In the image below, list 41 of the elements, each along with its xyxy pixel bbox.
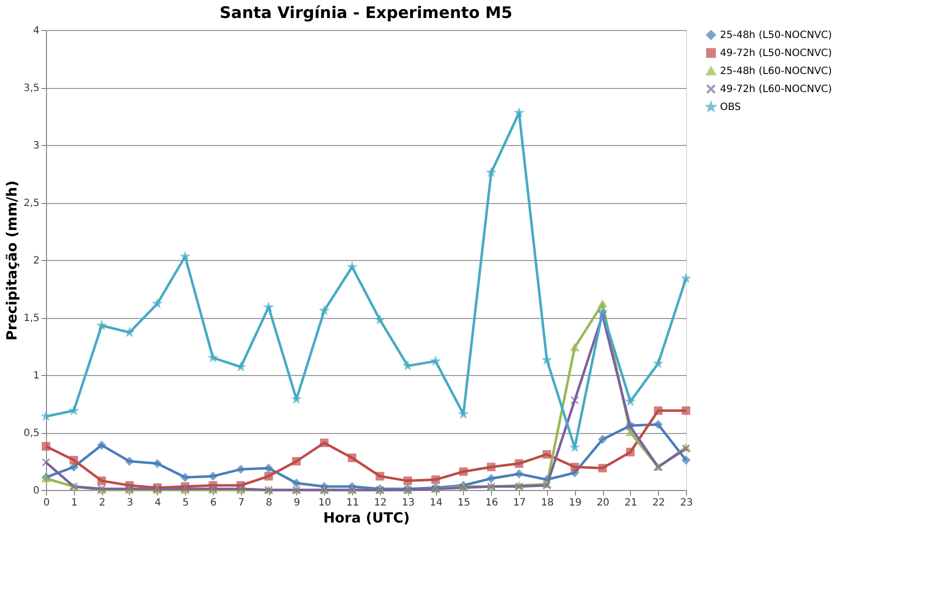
legend-label: OBS bbox=[720, 102, 741, 113]
x-tick-label: 8 bbox=[266, 498, 272, 508]
y-tick-label: 2 bbox=[33, 256, 40, 266]
x-tick-label: 15 bbox=[458, 498, 470, 508]
x-tick-label: 21 bbox=[624, 498, 638, 508]
y-tick-label: 2,5 bbox=[24, 198, 40, 209]
x-tick-label: 19 bbox=[568, 498, 582, 508]
x-tick-label: 2 bbox=[98, 498, 106, 508]
y-tick-label: 0 bbox=[33, 486, 40, 496]
legend-label: 49-72h (L60-NOCNVC) bbox=[720, 84, 832, 95]
x-tick-label: 12 bbox=[374, 498, 387, 508]
x-tick-label: 7 bbox=[238, 498, 244, 508]
y-tick-label: 1 bbox=[33, 370, 40, 382]
x-tick-label: 20 bbox=[596, 498, 610, 508]
y-tick-label: 1,5 bbox=[24, 313, 40, 324]
legend-label: 25-48h (L60-NOCNVC) bbox=[720, 66, 832, 77]
x-tick-label: 17 bbox=[513, 498, 526, 508]
chart-title: Santa Virgínia - Experimento M5 bbox=[220, 3, 512, 22]
x-tick-label: 3 bbox=[126, 498, 134, 508]
y-tick-label: 3,5 bbox=[24, 83, 40, 94]
x-tick-label: 14 bbox=[430, 498, 442, 508]
x-tick-label: 0 bbox=[43, 498, 50, 508]
x-tick-label: 6 bbox=[210, 498, 217, 508]
x-tick-label: 5 bbox=[182, 498, 189, 508]
legend-label: 25-48h (L50-NOCNVC) bbox=[720, 30, 832, 41]
legend-label: 49-72h (L50-NOCNVC) bbox=[720, 48, 832, 59]
x-tick-label: 9 bbox=[294, 498, 300, 508]
y-axis-title: Precipitação (mm/h) bbox=[4, 180, 21, 341]
y-tick-label: 3 bbox=[33, 140, 40, 152]
y-tick-label: 0,5 bbox=[24, 428, 40, 439]
x-tick-label: 11 bbox=[346, 498, 359, 508]
x-tick-label: 13 bbox=[402, 498, 415, 508]
x-tick-label: 18 bbox=[541, 498, 554, 508]
x-tick-label: 4 bbox=[154, 498, 161, 508]
x-tick-label: 23 bbox=[680, 498, 693, 508]
x-tick-label: 16 bbox=[485, 498, 498, 508]
y-tick-label: 4 bbox=[33, 26, 40, 36]
x-tick-label: 22 bbox=[652, 498, 666, 508]
x-axis-title: Hora (UTC) bbox=[323, 510, 410, 526]
x-tick-label: 1 bbox=[71, 498, 78, 508]
x-tick-label: 10 bbox=[318, 498, 332, 508]
